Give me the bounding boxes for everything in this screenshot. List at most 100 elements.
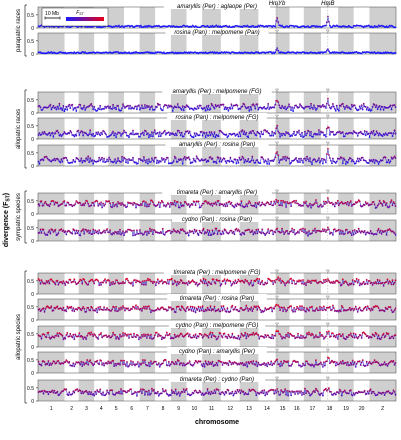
data-point	[173, 333, 176, 336]
data-point	[279, 333, 281, 336]
data-point	[179, 392, 182, 395]
data-point	[393, 155, 396, 158]
data-point	[272, 204, 275, 207]
data-point	[133, 229, 135, 232]
data-point	[162, 131, 165, 133]
data-point	[255, 332, 258, 334]
data-point	[93, 232, 96, 235]
data-point	[143, 283, 145, 286]
chromosome-band	[258, 352, 276, 373]
data-point	[207, 201, 210, 204]
data-point	[94, 390, 97, 393]
data-point	[351, 307, 354, 310]
data-point	[114, 393, 116, 396]
data-point	[204, 158, 207, 161]
data-point	[387, 390, 390, 393]
data-point	[194, 160, 197, 163]
data-point	[290, 161, 292, 164]
data-point	[320, 130, 322, 133]
data-point	[389, 281, 392, 284]
data-point	[73, 365, 76, 368]
data-point	[183, 309, 186, 311]
data-point	[370, 130, 373, 133]
data-point	[371, 309, 374, 311]
data-point	[348, 334, 351, 337]
data-point	[47, 106, 50, 109]
data-point	[244, 331, 247, 334]
data-point	[128, 337, 130, 339]
panel-title: amaryllis (Per) : rosina (Pan)	[179, 142, 255, 148]
chromosome-label: 5	[115, 406, 118, 412]
data-point	[181, 306, 184, 309]
data-point	[304, 202, 306, 205]
data-point	[224, 282, 227, 285]
data-point	[165, 104, 168, 107]
data-point	[291, 282, 293, 285]
data-point	[225, 335, 228, 338]
chromosome-band	[239, 33, 259, 54]
data-point	[172, 228, 175, 231]
data-point	[149, 278, 151, 281]
data-point	[174, 205, 177, 207]
data-point	[320, 335, 322, 337]
chromosome-band	[258, 33, 276, 54]
data-point	[97, 338, 100, 340]
data-point	[178, 281, 181, 284]
data-point	[201, 282, 204, 284]
panel-title: timareta (Per) : amaryllis (Per)	[177, 190, 257, 196]
data-point	[226, 337, 229, 340]
data-point	[303, 393, 305, 395]
data-point	[140, 107, 142, 109]
data-point	[61, 282, 64, 285]
data-point	[192, 232, 195, 235]
chromosome-band	[108, 326, 124, 347]
data-point	[301, 230, 303, 233]
data-point	[45, 155, 48, 158]
data-point	[294, 158, 296, 161]
data-point	[247, 310, 250, 312]
data-point	[147, 203, 149, 206]
data-point	[286, 335, 288, 338]
data-point	[153, 160, 155, 163]
data-point	[72, 390, 75, 393]
data-point	[39, 310, 42, 313]
data-point	[149, 108, 151, 111]
data-point	[121, 107, 123, 110]
data-point	[210, 283, 213, 285]
data-point	[394, 234, 397, 236]
data-point	[205, 161, 208, 163]
data-point	[99, 281, 102, 284]
data-point	[236, 104, 239, 107]
data-point	[72, 362, 75, 365]
data-point	[375, 233, 378, 236]
group-label: sympatric species	[16, 193, 22, 241]
data-point	[384, 156, 387, 159]
data-point	[38, 279, 41, 282]
data-point	[77, 106, 80, 108]
data-point	[156, 390, 159, 393]
data-point	[308, 392, 310, 394]
data-point	[135, 206, 137, 209]
data-point	[304, 387, 306, 390]
data-point	[100, 158, 102, 161]
data-point	[353, 361, 356, 363]
data-point	[353, 104, 356, 107]
data-point	[149, 394, 151, 396]
data-point	[159, 160, 162, 163]
chromosome-band	[275, 92, 290, 113]
data-point	[267, 361, 270, 364]
data-point	[300, 104, 302, 107]
data-point	[208, 391, 211, 394]
data-point	[297, 202, 299, 205]
data-point	[46, 363, 49, 366]
data-point	[223, 157, 226, 160]
data-point	[307, 158, 309, 161]
data-point	[206, 108, 209, 111]
data-point	[200, 309, 203, 312]
data-point	[116, 205, 118, 208]
data-point	[164, 389, 167, 392]
data-point	[83, 232, 86, 235]
data-point	[54, 106, 57, 109]
